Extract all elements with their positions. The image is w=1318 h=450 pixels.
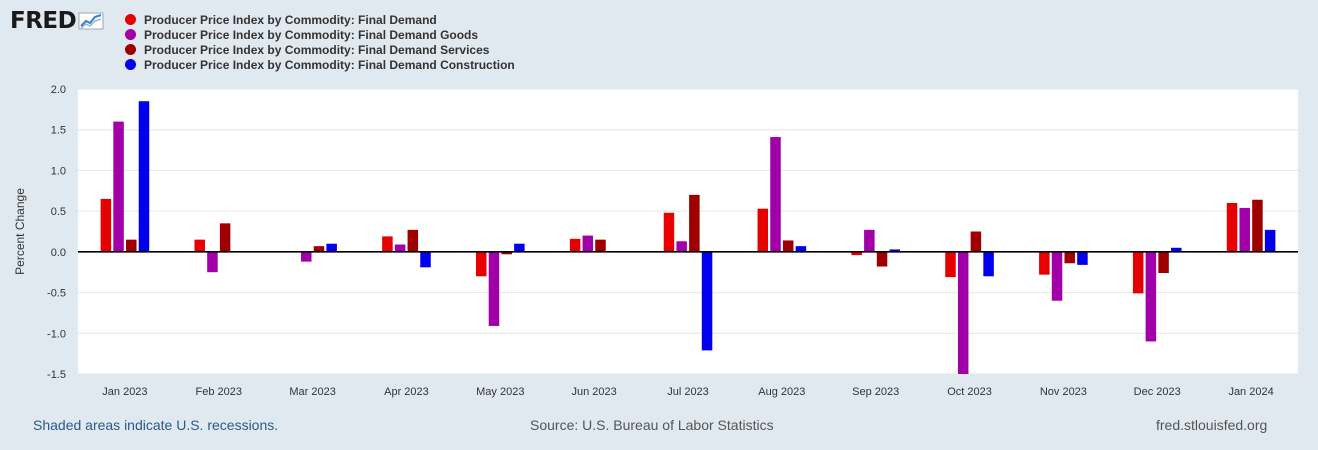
bar (420, 251, 431, 268)
y-axis-label: Percent Change (13, 188, 27, 275)
bar (1132, 251, 1144, 294)
bar (1252, 199, 1263, 252)
x-tick-label: Jun 2023 (572, 386, 617, 398)
source-note: Source: U.S. Bureau of Labor Statistics (530, 417, 774, 433)
bar (663, 212, 675, 252)
y-tick-label: 0.0 (51, 247, 66, 259)
chart-legend: Producer Price Index by Commodity: Final… (125, 12, 515, 72)
bar (501, 251, 512, 255)
bar (326, 243, 337, 252)
legend-marker (125, 59, 136, 70)
y-tick-label: 2.0 (51, 84, 66, 96)
legend-item[interactable]: Producer Price Index by Commodity: Final… (125, 57, 515, 72)
y-tick-label: -1.5 (47, 369, 66, 381)
bar (795, 246, 807, 252)
bar (957, 251, 969, 374)
bar (970, 231, 982, 252)
x-tick-label: Mar 2023 (289, 386, 335, 398)
legend-label: Producer Price Index by Commodity: Final… (144, 42, 490, 57)
bar (689, 194, 700, 252)
bar (701, 251, 713, 351)
x-tick-label: Feb 2023 (196, 386, 242, 398)
y-tick-label: -1.0 (47, 328, 66, 340)
bar (876, 251, 888, 267)
x-tick-label: Apr 2023 (384, 386, 429, 398)
bar (301, 251, 312, 262)
chart-trend-icon (78, 12, 104, 30)
bar (770, 137, 781, 252)
y-tick-label: 1.0 (51, 165, 66, 177)
bar (514, 243, 525, 252)
y-tick-label: 1.5 (51, 125, 66, 137)
bar (1264, 229, 1276, 252)
bar (1226, 203, 1238, 252)
bar (582, 235, 594, 252)
y-tick-label: -0.5 (47, 288, 66, 300)
x-tick-label: Sep 2023 (852, 386, 899, 398)
x-tick-label: May 2023 (476, 386, 524, 398)
legend-marker (125, 44, 136, 55)
bar (488, 251, 500, 326)
legend-label: Producer Price Index by Commodity: Final… (144, 57, 515, 72)
bar (757, 208, 769, 252)
bar (1145, 251, 1157, 342)
x-tick-label: Jan 2024 (1228, 386, 1273, 398)
bar (219, 223, 231, 252)
recessions-note[interactable]: Shaded areas indicate U.S. recessions. (33, 417, 279, 433)
bar (138, 101, 150, 252)
bar (126, 239, 137, 252)
legend-item[interactable]: Producer Price Index by Commodity: Final… (125, 42, 515, 57)
legend-label: Producer Price Index by Commodity: Final… (144, 12, 437, 27)
legend-marker (125, 29, 136, 40)
bar (782, 240, 794, 252)
legend-marker (125, 14, 136, 25)
bar (676, 241, 687, 252)
x-tick-label: Oct 2023 (947, 386, 992, 398)
bar-chart: 2.0 1.5 1.0 0.5 0.0 -0.5 -1.0 -1.5 Percent Chang… (13, 84, 1298, 398)
bar (945, 251, 956, 278)
bar (851, 251, 862, 256)
bar (207, 251, 218, 273)
bar (1077, 251, 1088, 265)
plot-area (78, 89, 1298, 374)
x-tick-label: Jul 2023 (667, 386, 709, 398)
bar (595, 239, 606, 252)
bar (983, 251, 994, 277)
bar (394, 244, 406, 252)
bar (864, 229, 875, 252)
bar (407, 229, 419, 252)
x-tick-label: Nov 2023 (1040, 386, 1087, 398)
legend-label: Producer Price Index by Commodity: Final… (144, 27, 479, 42)
bar (113, 121, 124, 252)
legend-item[interactable]: Producer Price Index by Commodity: Final… (125, 27, 515, 42)
bar (889, 249, 900, 252)
x-tick-label: Jan 2023 (102, 386, 147, 398)
x-tick-label: Dec 2023 (1134, 386, 1181, 398)
bar (476, 251, 487, 277)
bar (569, 238, 581, 252)
bar (100, 198, 112, 252)
bar (1064, 251, 1075, 264)
x-tick-label: Aug 2023 (758, 386, 805, 398)
bar (1239, 207, 1250, 252)
y-tick-label: 0.5 (51, 206, 66, 218)
bar (1051, 251, 1063, 301)
bar (194, 239, 205, 252)
fred-logo[interactable]: FRED (10, 8, 104, 34)
bar (1158, 251, 1169, 274)
bar (313, 246, 325, 252)
bar (1171, 247, 1182, 252)
legend-item[interactable]: Producer Price Index by Commodity: Final… (125, 12, 515, 27)
site-link[interactable]: fred.stlouisfed.org (1156, 417, 1268, 433)
logo-text: FRED (10, 8, 77, 34)
bar (382, 236, 393, 252)
bar (1039, 251, 1050, 275)
